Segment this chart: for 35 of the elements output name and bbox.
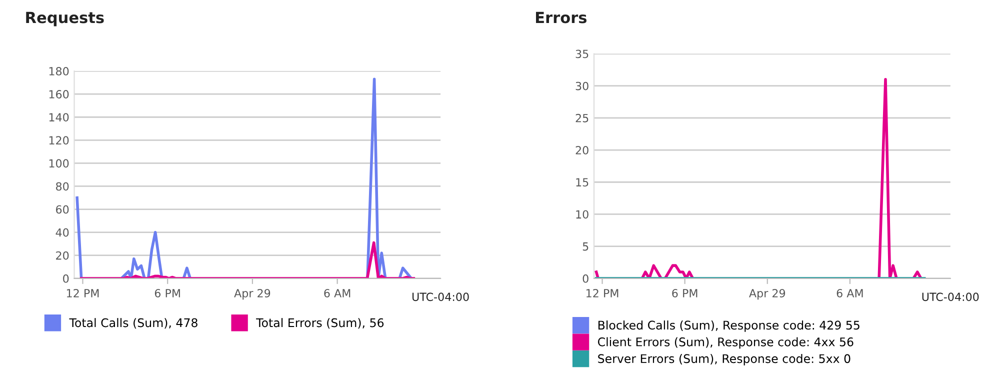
y-tick-label: 25	[576, 114, 588, 122]
x-tick-label: 6 AM	[836, 289, 863, 298]
y-tick-label: 80	[56, 182, 69, 191]
text: UTC-04:00	[922, 292, 979, 302]
y-tick-label: 30	[576, 82, 588, 90]
legend-label: Total Errors (Sum), 56	[256, 318, 384, 329]
y-tick-label: 140	[49, 113, 69, 122]
y-tick-label: 0	[63, 274, 69, 283]
legend-label: Blocked Calls (Sum), Response code: 429 55	[598, 320, 860, 332]
x-tick-label: Apr 29	[234, 289, 270, 300]
y-tick-label: 10	[576, 210, 588, 219]
y-tick-label: 15	[576, 178, 588, 187]
x-tick-label: 12 PM	[66, 289, 99, 298]
y-tick-label: 0	[582, 274, 588, 283]
x-tick-label: Apr 29	[749, 289, 786, 300]
y-tick-label: 160	[49, 90, 69, 98]
y-tick-label: 20	[56, 251, 69, 260]
x-tick-label: 6 PM	[154, 289, 180, 298]
y-tick-label: 5	[582, 242, 588, 251]
y-tick-label: 180	[49, 67, 69, 76]
chart-title: Errors	[536, 12, 587, 24]
x-tick-label: 6 AM	[324, 289, 350, 298]
legend-label: Total Calls (Sum), 478	[69, 318, 198, 329]
y-tick-label: 35	[576, 50, 588, 58]
y-tick-label: 20	[576, 146, 588, 154]
y-tick-label: 120	[49, 136, 69, 145]
y-tick-label: 100	[49, 159, 69, 168]
chart-title: Requests	[26, 12, 104, 26]
x-tick-label: 12 PM	[586, 289, 618, 298]
x-tick-label: 6 PM	[672, 289, 698, 298]
legend-label: Server Errors (Sum), Response code: 5xx 0	[598, 354, 850, 366]
legend-label: Client Errors (Sum), Response code: 4xx 56	[598, 337, 854, 349]
text: UTC-04:00	[412, 292, 469, 302]
y-tick-label: 40	[56, 228, 69, 237]
y-tick-label: 60	[56, 205, 69, 214]
